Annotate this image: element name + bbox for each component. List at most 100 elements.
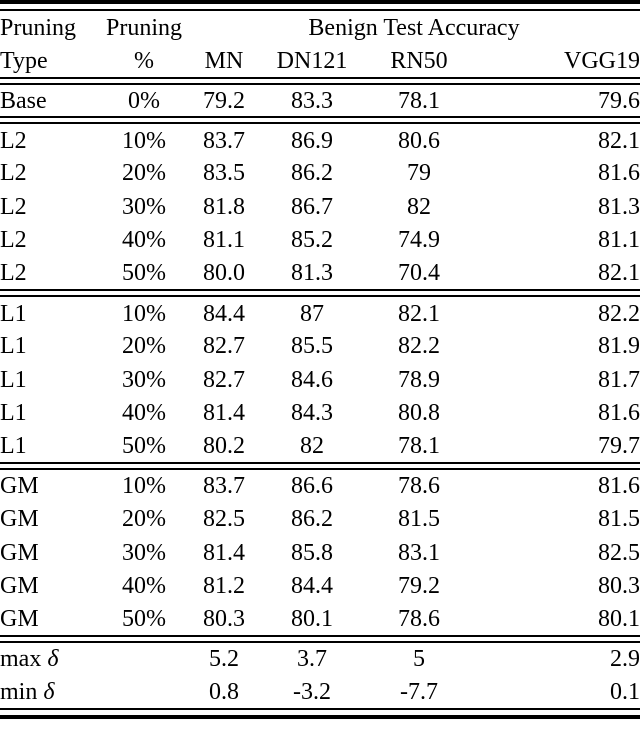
- header-pruning-type-line1: Pruning: [0, 14, 77, 41]
- header-pruning-pct-line1: Pruning: [105, 14, 182, 41]
- accuracy-value-cell: 79: [407, 160, 431, 187]
- pruning-pct-cell: 50%: [122, 260, 166, 287]
- table-row-gm: GM 20% 82.5 86.2 81.5 81.5: [0, 503, 640, 536]
- accuracy-value-cell: 82.5: [203, 506, 245, 533]
- accuracy-value-cell: 79.7: [598, 433, 640, 460]
- pruning-type-cell: L1: [0, 366, 27, 393]
- accuracy-value-cell: 81.4: [203, 400, 245, 427]
- pruning-type-cell: GM: [0, 606, 39, 633]
- accuracy-value-cell: 80.8: [398, 400, 440, 427]
- header-group-benign-test-accuracy: Benign Test Accuracy: [308, 14, 520, 41]
- accuracy-value-cell: 87: [300, 300, 324, 327]
- pruning-pct-cell: 20%: [122, 333, 166, 360]
- header-pruning-pct-line2: %: [134, 47, 154, 74]
- accuracy-value-cell: 80.1: [598, 606, 640, 633]
- accuracy-value-cell: -7.7: [400, 678, 438, 705]
- accuracy-value-cell: 80.0: [203, 260, 245, 287]
- pruning-type-cell: max δ: [0, 646, 59, 673]
- accuracy-value-cell: 86.7: [291, 193, 333, 220]
- pruning-pct-cell: 40%: [122, 573, 166, 600]
- accuracy-value-cell: 81.3: [291, 260, 333, 287]
- accuracy-value-cell: 82.2: [398, 333, 440, 360]
- accuracy-value-cell: 5.2: [209, 646, 239, 673]
- accuracy-value-cell: 83.7: [203, 127, 245, 154]
- pruning-type-cell: L1: [0, 300, 27, 327]
- accuracy-value-cell: 84.6: [291, 366, 333, 393]
- header-row-1: Pruning Pruning Benign Test Accuracy: [0, 10, 640, 44]
- table-row-gm: GM 50% 80.3 80.1 78.6 80.1: [0, 603, 640, 636]
- accuracy-value-cell: 78.1: [398, 433, 440, 460]
- table-row-l2: L2 30% 81.8 86.7 82 81.3: [0, 190, 640, 223]
- accuracy-value-cell: 80.2: [203, 433, 245, 460]
- pruning-type-cell: L2: [0, 227, 27, 254]
- accuracy-value-cell: 81.1: [598, 227, 640, 254]
- accuracy-value-cell: 81.5: [398, 506, 440, 533]
- accuracy-value-cell: 80.3: [203, 606, 245, 633]
- pruning-pct-cell: 30%: [122, 366, 166, 393]
- pruning-type-cell: GM: [0, 539, 39, 566]
- pruning-pct-cell: 30%: [122, 193, 166, 220]
- pruning-pct-cell: [100, 642, 188, 675]
- accuracy-value-cell: 83.1: [398, 539, 440, 566]
- accuracy-value-cell: 5: [413, 646, 425, 673]
- accuracy-value-cell: 82.7: [203, 366, 245, 393]
- header-divider-rule: [0, 77, 640, 85]
- accuracy-value-cell: 79.2: [203, 87, 245, 114]
- accuracy-value-cell: 79.2: [398, 573, 440, 600]
- accuracy-value-cell: 2.9: [610, 646, 640, 673]
- pruning-pct-cell: 10%: [122, 473, 166, 500]
- accuracy-value-cell: 81.1: [203, 227, 245, 254]
- table-body: Base 0% 79.2 83.3 78.1 79.6 L2 10% 83.7 86.9 80.6 8…: [0, 84, 640, 709]
- delta-symbol: δ: [43, 678, 55, 705]
- pruning-type-cell: GM: [0, 506, 39, 533]
- accuracy-value-cell: 85.2: [291, 227, 333, 254]
- accuracy-value-cell: 84.3: [291, 400, 333, 427]
- header-model-dn121: DN121: [276, 47, 348, 74]
- pruning-pct-cell: 10%: [122, 300, 166, 327]
- accuracy-value-cell: 78.9: [398, 366, 440, 393]
- accuracy-value-cell: 85.8: [291, 539, 333, 566]
- pruning-pct-cell: 10%: [122, 127, 166, 154]
- pruning-type-cell: L2: [0, 160, 27, 187]
- accuracy-value-cell: 82.1: [598, 127, 640, 154]
- accuracy-value-cell: 82.5: [598, 539, 640, 566]
- accuracy-value-cell: 80.1: [291, 606, 333, 633]
- accuracy-value-cell: 86.6: [291, 473, 333, 500]
- accuracy-value-cell: 86.2: [291, 506, 333, 533]
- pruning-type-cell: L1: [0, 333, 27, 360]
- accuracy-value-cell: 80.6: [398, 127, 440, 154]
- table-row-gm: GM 10% 83.7 86.6 78.6 81.6: [0, 469, 640, 502]
- accuracy-value-cell: 83.5: [203, 160, 245, 187]
- table-row-delta: max δ 5.2 3.7 5 2.9: [0, 642, 640, 675]
- accuracy-value-cell: 83.3: [291, 87, 333, 114]
- accuracy-value-cell: 81.3: [598, 193, 640, 220]
- header-pruning-type-line2: Type: [0, 47, 48, 74]
- accuracy-value-cell: 82.1: [598, 260, 640, 287]
- accuracy-value-cell: 74.9: [398, 227, 440, 254]
- accuracy-value-cell: 81.4: [203, 539, 245, 566]
- header-model-mn: MN: [204, 47, 244, 74]
- delta-symbol: δ: [47, 646, 59, 673]
- pruning-type-cell: min δ: [0, 678, 55, 705]
- table-row-l2: L2 40% 81.1 85.2 74.9 81.1: [0, 224, 640, 257]
- pruning-type-cell: L2: [0, 260, 27, 287]
- section-divider-rule: [0, 289, 640, 298]
- section-divider-rule: [0, 462, 640, 471]
- pruning-pct-cell: [100, 676, 188, 709]
- section-divider-rule: [0, 635, 640, 644]
- table-row-delta: min δ 0.8 -3.2 -7.7 0.1: [0, 676, 640, 709]
- pruning-pct-cell: 40%: [122, 227, 166, 254]
- table-row-base: Base 0% 79.2 83.3 78.1 79.6: [0, 84, 640, 117]
- accuracy-value-cell: 82.1: [398, 300, 440, 327]
- pruning-type-cell: GM: [0, 573, 39, 600]
- accuracy-value-cell: 83.7: [203, 473, 245, 500]
- accuracy-value-cell: 81.9: [598, 333, 640, 360]
- table-row-l2: L2 50% 80.0 81.3 70.4 82.1: [0, 257, 640, 290]
- accuracy-value-cell: 78.1: [398, 87, 440, 114]
- header-row-2: Type % MN DN121 RN50 VGG19: [0, 44, 640, 78]
- accuracy-value-cell: 80.3: [598, 573, 640, 600]
- accuracy-value-cell: 82: [407, 193, 431, 220]
- table-row-l1: L1 20% 82.7 85.5 82.2 81.9: [0, 330, 640, 363]
